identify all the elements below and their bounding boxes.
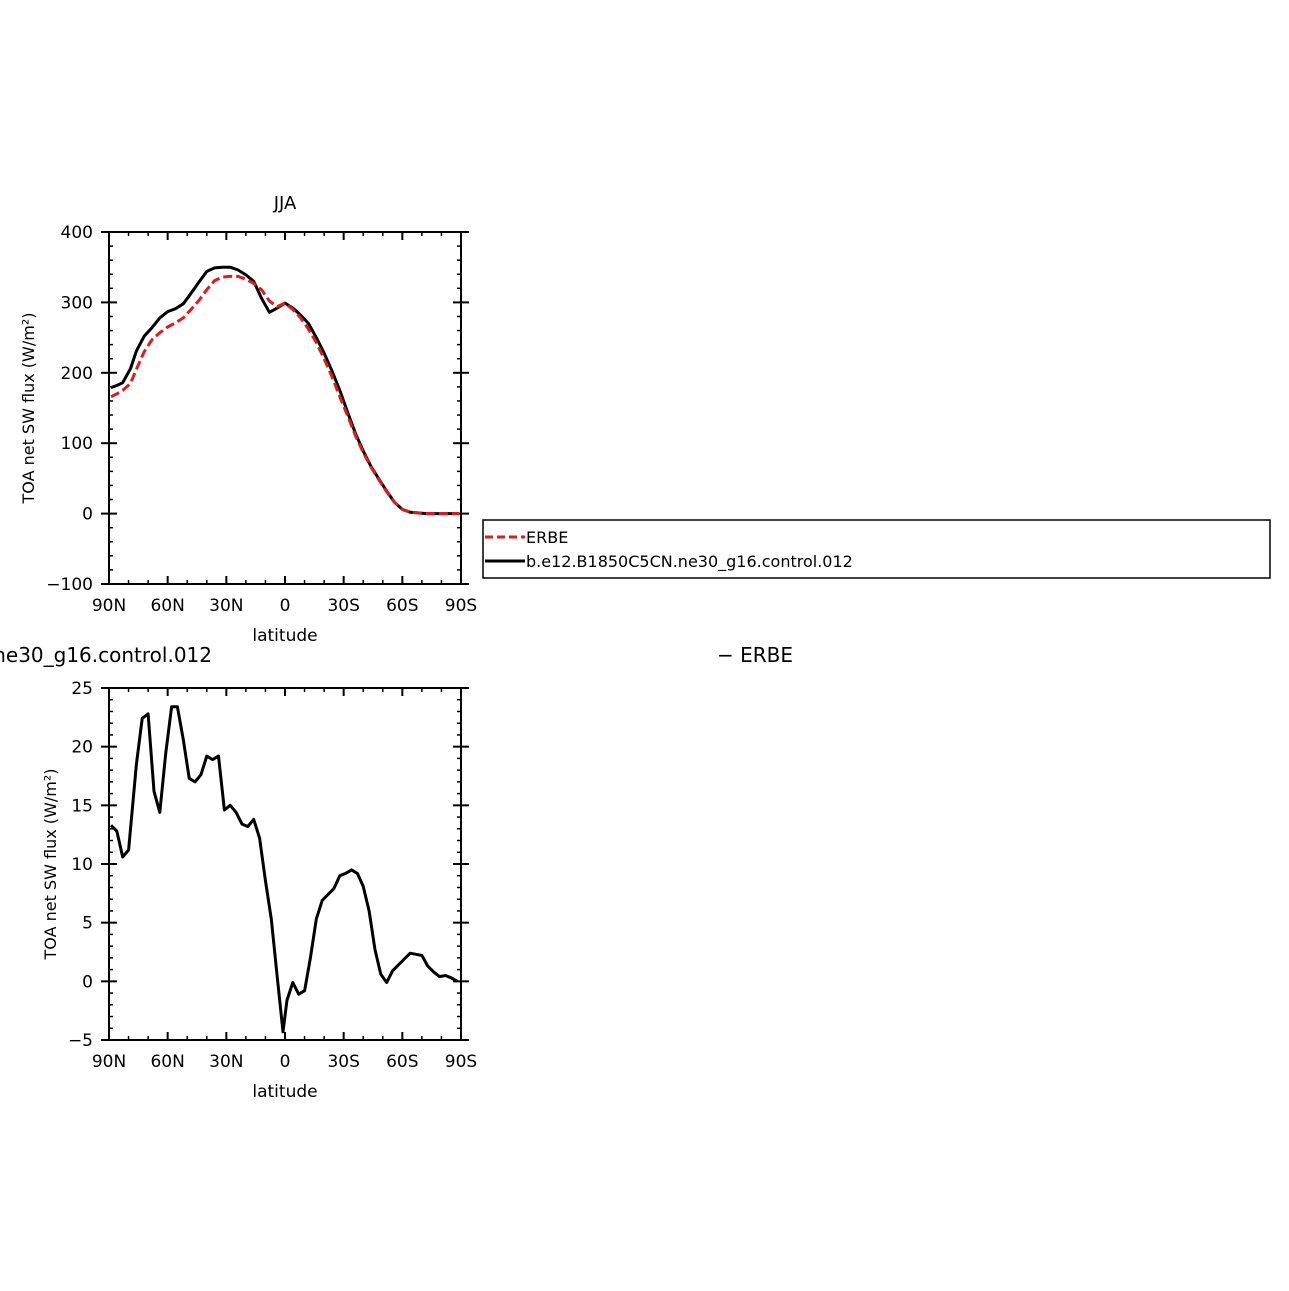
x-tick-label: 30S: [327, 596, 359, 616]
y-tick-label: 0: [82, 972, 93, 992]
legend-label-erbe: ERBE: [526, 528, 568, 547]
top-chart: JJA 90N 60N 30N 0 30S 60S 90S −100 0 100 200 300 40…: [19, 193, 477, 646]
bottom-y-tick-labels: −5 0 5 10 15 20 25: [68, 679, 93, 1051]
top-chart-ylabel: TOA net SW flux (W/m²): [19, 313, 38, 505]
legend-box: [482, 519, 1271, 579]
y-tick-label: −5: [68, 1031, 93, 1051]
top-x-tick-labels: 90N 60N 30N 0 30S 60S 90S: [92, 596, 477, 616]
y-tick-label: −100: [46, 575, 93, 595]
y-tick-label: 10: [71, 855, 93, 875]
bottom-chart: b.e12.B1850C5CN.ne30_g16.control.012 − E…: [0, 643, 793, 1102]
y-tick-label: 5: [82, 914, 93, 934]
top-chart-series: [110, 265, 459, 516]
y-tick-label: 100: [61, 434, 93, 454]
x-tick-label: 90S: [445, 596, 477, 616]
x-tick-label: 60S: [386, 1052, 418, 1072]
y-tick-label: 0: [82, 505, 93, 525]
y-tick-label: 300: [61, 293, 93, 313]
legend: ERBE b.e12.B1850C5CN.ne30_g16.control.01…: [482, 519, 1271, 579]
top-chart-title: JJA: [273, 193, 297, 214]
x-tick-label: 0: [280, 1052, 291, 1072]
bottom-x-tick-labels: 90N 60N 30N 0 30S 60S 90S: [92, 1052, 477, 1072]
bottom-chart-title-left: b.e12.B1850C5CN.ne30_g16.control.012: [0, 643, 212, 667]
bottom-chart-ylabel: TOA net SW flux (W/m²): [41, 769, 60, 961]
y-tick-label: 400: [61, 223, 93, 243]
bottom-chart-xlabel: latitude: [252, 1082, 317, 1102]
y-tick-label: 25: [71, 679, 93, 699]
top-chart-xlabel: latitude: [252, 626, 317, 646]
x-tick-label: 30N: [209, 1052, 243, 1072]
x-tick-label: 90N: [92, 1052, 126, 1072]
bottom-chart-ticks: [101, 687, 469, 1041]
top-y-tick-labels: −100 0 100 200 300 400: [46, 223, 93, 595]
bottom-chart-title-right: − ERBE: [717, 643, 793, 667]
y-tick-label: 15: [71, 796, 93, 816]
legend-label-model: b.e12.B1850C5CN.ne30_g16.control.012: [526, 552, 853, 572]
series-line-erbe: [110, 274, 459, 516]
y-tick-label: 20: [71, 738, 93, 758]
top-chart-ticks: [101, 231, 469, 585]
x-tick-label: 60N: [150, 1052, 184, 1072]
x-tick-label: 60S: [386, 596, 418, 616]
bottom-chart-series: [109, 705, 458, 1034]
x-tick-label: 90S: [445, 1052, 477, 1072]
x-tick-label: 60N: [150, 596, 184, 616]
bottom-chart-frame: [108, 687, 462, 1041]
x-tick-label: 30N: [209, 596, 243, 616]
x-tick-label: 90N: [92, 596, 126, 616]
top-chart-frame: [108, 231, 462, 585]
series-line-difference: [109, 705, 458, 1034]
y-tick-label: 200: [61, 364, 93, 384]
x-tick-label: 0: [280, 596, 291, 616]
x-tick-label: 30S: [327, 1052, 359, 1072]
